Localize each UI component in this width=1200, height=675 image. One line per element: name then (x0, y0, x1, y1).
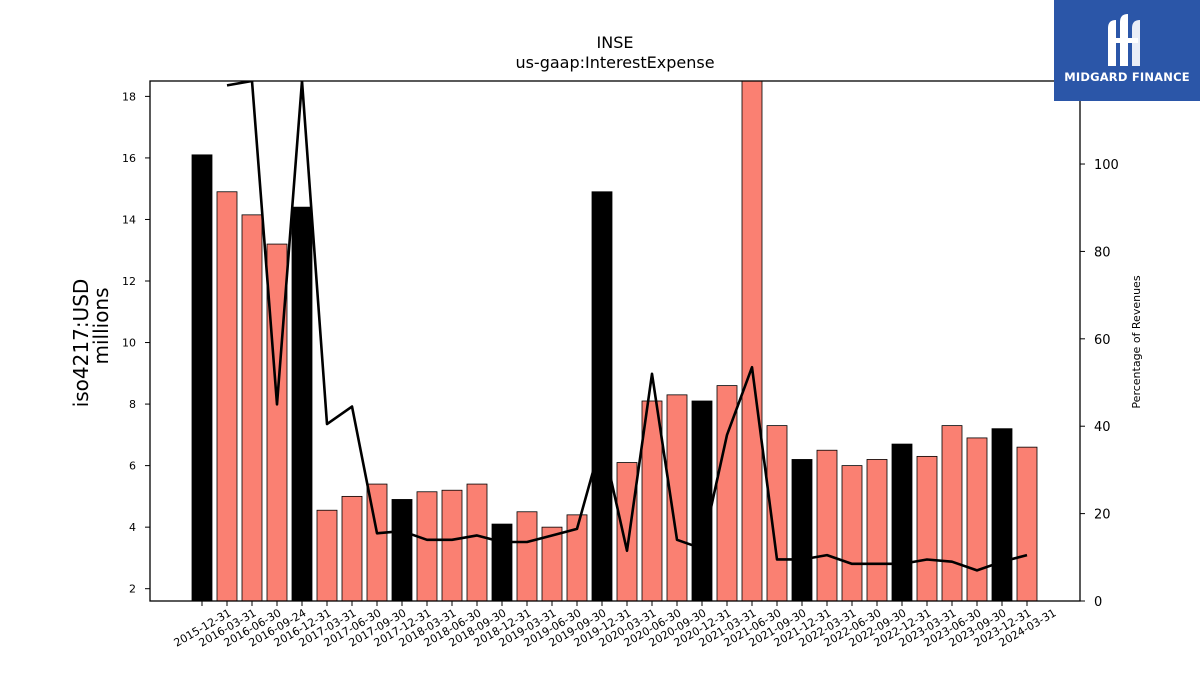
bars-layer (191, 80, 1038, 602)
x-ticks-layer: 2015-12-312016-03-312016-06-302016-09-24… (172, 601, 1059, 650)
bar-2019-03-31 (516, 511, 538, 602)
y-tick-label: 18 (122, 90, 136, 103)
line-layer (226, 81, 1028, 572)
bar-2018-06-30 (441, 489, 463, 602)
bar-2024-03-31 (1016, 446, 1038, 602)
brand-logo-icon (1108, 14, 1140, 66)
plot-frame (149, 80, 1081, 602)
bar-2022-03-31 (816, 449, 838, 602)
chart-title: INSE (597, 33, 634, 52)
bar-2022-12-31 (891, 443, 913, 602)
bar-2022-06-30 (841, 465, 863, 602)
bar-2023-06-30 (941, 425, 963, 602)
y2-axis-label: Percentage of Revenues (1130, 275, 1143, 408)
y-tick-label: 10 (122, 337, 136, 350)
bar-2016-12-31 (291, 206, 313, 602)
bar-2016-03-31 (216, 191, 238, 602)
bar-2020-12-31 (691, 400, 713, 602)
y-axis-label: iso4217:USD (69, 279, 93, 408)
bar-2021-12-31 (791, 459, 813, 602)
bar-2022-09-30 (866, 459, 888, 602)
y2-tick-label: 40 (1094, 420, 1111, 435)
bar-2018-12-31 (491, 523, 513, 602)
bar-2019-12-31 (591, 191, 613, 602)
y-tick-label: 2 (129, 583, 136, 596)
y-tick-label: 16 (122, 152, 136, 165)
y2-tick-label: 60 (1094, 333, 1111, 348)
bar-2021-06-30 (741, 80, 763, 602)
bar-2017-12-31 (391, 499, 413, 602)
y-tick-label: 4 (129, 521, 136, 534)
y2-ticks-layer: 0 20 40 60 80 100 (1080, 158, 1119, 610)
bar-2023-12-31 (991, 428, 1013, 602)
bar-2017-06-30 (341, 495, 363, 602)
y-ticks-layer: 2 4 6 8 10 12 14 16 18 (122, 90, 150, 596)
bar-2023-09-30 (966, 437, 988, 602)
y-tick-label: 8 (129, 398, 136, 411)
y2-tick-label: 80 (1094, 245, 1111, 260)
y-axis-label-units: millions (89, 287, 113, 364)
y2-tick-label: 100 (1094, 158, 1119, 173)
bar-2018-03-31 (416, 491, 438, 602)
brand-logo-text: MIDGARD FINANCE (1064, 70, 1190, 84)
y-tick-label: 6 (129, 460, 136, 473)
bar-2018-09-30 (466, 483, 488, 602)
y-tick-label: 12 (122, 275, 136, 288)
bar-2017-03-31 (316, 509, 338, 602)
y2-tick-label: 20 (1094, 508, 1111, 523)
chart-subtitle: us-gaap:InterestExpense (515, 53, 714, 72)
bar-2020-03-31 (616, 462, 638, 602)
bar-2016-06-30 (241, 214, 263, 602)
y-tick-label: 14 (122, 213, 136, 226)
bar-2015-12-31 (191, 154, 213, 602)
bar-2023-03-31 (916, 455, 938, 602)
y2-tick-label: 0 (1094, 595, 1102, 610)
percentage-line (226, 81, 1028, 572)
brand-logo: MIDGARD FINANCE (1054, 0, 1200, 101)
